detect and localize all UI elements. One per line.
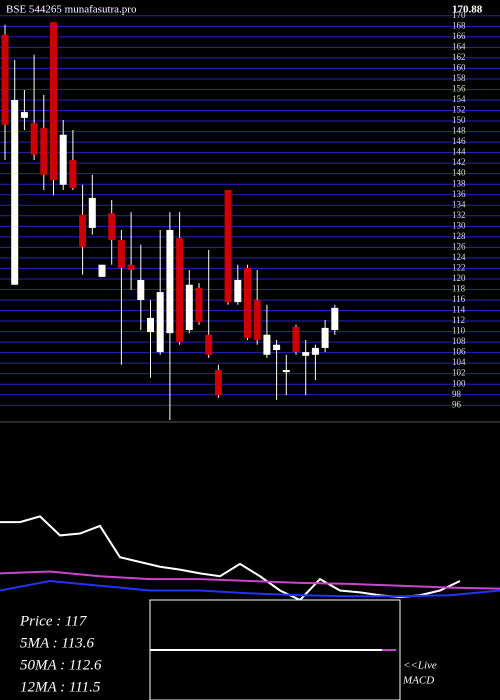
candle-body [108, 213, 116, 240]
y-tick-label: 156 [452, 84, 466, 94]
y-tick-label: 138 [452, 178, 466, 188]
info-50ma: 50MA : 112.6 [20, 657, 102, 673]
y-tick-label: 160 [452, 62, 466, 72]
y-tick-label: 158 [452, 73, 466, 83]
y-tick-label: 126 [452, 241, 466, 251]
y-tick-label: 162 [452, 52, 466, 62]
candle-body [282, 370, 290, 373]
candle-body [224, 190, 232, 303]
y-tick-label: 134 [452, 199, 466, 209]
candle-body [137, 280, 145, 300]
candle-body [166, 230, 174, 334]
candle-body [185, 284, 193, 330]
candle-body [69, 160, 77, 188]
y-tick-label: 116 [452, 294, 466, 304]
candle-body [234, 280, 242, 303]
y-tick-label: 142 [452, 157, 466, 167]
candle-body [331, 307, 339, 330]
candle-body [59, 134, 67, 185]
indicator [0, 515, 500, 602]
y-tick-label: 108 [452, 336, 466, 346]
candle-body [263, 334, 271, 355]
y-tick-label: 152 [452, 105, 466, 115]
candle-body [273, 344, 281, 350]
y-tick-label: 154 [452, 94, 466, 104]
candle-body [40, 127, 48, 175]
candle-body [79, 214, 87, 247]
candle-body [176, 237, 184, 343]
candle-body [292, 326, 300, 353]
candle-body [127, 264, 135, 270]
indicator-line [0, 570, 500, 590]
candles [1, 22, 339, 420]
candle-body [214, 370, 222, 396]
candle-body [50, 22, 57, 181]
candle-body [1, 34, 9, 125]
y-tick-label: 150 [452, 115, 466, 125]
y-tick-label: 98 [452, 389, 462, 399]
candle-body [311, 347, 319, 355]
y-tick-label: 132 [452, 210, 466, 220]
candle-body [205, 334, 213, 355]
candle-body [244, 267, 251, 338]
y-tick-label: 140 [452, 168, 466, 178]
y-tick-label: 168 [452, 20, 466, 30]
info-price: Price : 117 [19, 613, 88, 629]
candle-body [147, 317, 154, 333]
live-label: <<Live [403, 660, 437, 672]
candle-body [302, 352, 310, 356]
candle-body [321, 327, 329, 348]
candle-body [11, 100, 19, 285]
y-tick-label: 144 [452, 147, 466, 157]
candle-body [88, 197, 96, 228]
candle-body [117, 240, 125, 268]
info-5ma: 5MA : 113.6 [20, 635, 95, 651]
y-tick-label: 118 [452, 284, 466, 294]
y-tick-label: 164 [452, 41, 466, 51]
y-tick-label: 96 [452, 399, 462, 409]
y-tick-label: 128 [452, 231, 466, 241]
y-tick-label: 166 [452, 31, 466, 41]
top-price: 170.88 [452, 4, 483, 16]
macd-label: MACD [402, 675, 434, 687]
y-tick-label: 148 [452, 126, 466, 136]
candle-body [30, 123, 38, 155]
y-tick-label: 112 [452, 315, 465, 325]
y-tick-label: 122 [452, 262, 466, 272]
y-tick-label: 114 [452, 305, 466, 315]
candle-body [253, 300, 261, 340]
y-tick-label: 120 [452, 273, 466, 283]
y-tick-label: 106 [452, 347, 466, 357]
indicator-line [0, 579, 500, 598]
y-tick-label: 100 [452, 378, 466, 388]
y-tick-label: 104 [452, 357, 466, 367]
candle-body [20, 112, 28, 118]
y-tick-label: 130 [452, 220, 466, 230]
info-12ma: 12MA : 111.5 [20, 679, 101, 695]
candle-body [195, 287, 203, 323]
y-tick-label: 136 [452, 189, 466, 199]
y-tick-label: 110 [452, 326, 466, 336]
y-tick-label: 124 [452, 252, 466, 262]
candle-body [156, 292, 164, 353]
candle-body [98, 264, 106, 277]
chart-title: BSE 544265 munafasutra.pro [6, 4, 137, 16]
y-tick-label: 102 [452, 368, 466, 378]
y-tick-label: 146 [452, 136, 466, 146]
y-tick-label: 170 [452, 10, 466, 20]
